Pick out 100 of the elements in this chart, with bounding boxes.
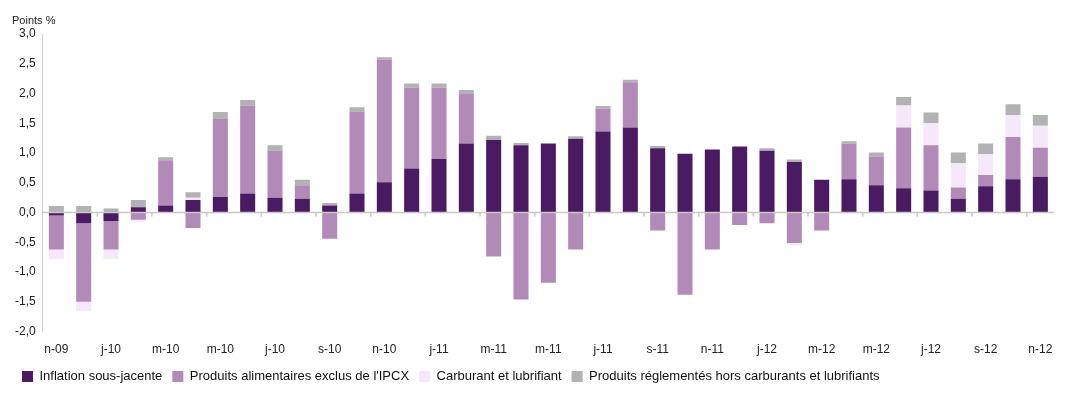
legend-label: Produits alimentaires exclus de l'IPCX bbox=[189, 368, 410, 384]
bar bbox=[950, 163, 966, 188]
bar bbox=[568, 136, 584, 139]
x-tick-label: j-12 bbox=[919, 342, 942, 357]
bar bbox=[677, 153, 693, 213]
bar bbox=[1005, 136, 1021, 180]
legend-label: Carburant et lubrifiant bbox=[436, 368, 562, 384]
bar bbox=[513, 145, 529, 213]
x-tick-label: m-10 bbox=[206, 342, 235, 357]
bar bbox=[185, 212, 201, 229]
bar bbox=[486, 135, 502, 140]
bar bbox=[294, 185, 310, 199]
bar bbox=[540, 143, 556, 213]
x-tick-label: j-12 bbox=[756, 342, 778, 357]
x-tick-label: n-09 bbox=[44, 342, 69, 357]
bar bbox=[1032, 147, 1048, 177]
y-tick-label: 1,5 bbox=[18, 115, 36, 130]
bar bbox=[814, 179, 830, 213]
bar bbox=[950, 198, 966, 213]
bar bbox=[868, 152, 884, 157]
bar bbox=[185, 200, 201, 213]
bar bbox=[294, 198, 310, 213]
bar bbox=[896, 105, 912, 128]
bar bbox=[486, 212, 502, 257]
bar bbox=[896, 97, 912, 106]
bar bbox=[923, 123, 939, 146]
bar bbox=[568, 138, 584, 213]
x-tick-label: j-11 bbox=[592, 342, 613, 357]
bar bbox=[786, 161, 802, 213]
bar bbox=[650, 212, 666, 231]
y-tick-label: 0,5 bbox=[18, 175, 36, 190]
bar bbox=[76, 301, 92, 312]
x-tick-label: s-11 bbox=[646, 342, 670, 357]
bar bbox=[458, 94, 474, 144]
x-tick-label: j-11 bbox=[428, 342, 449, 357]
bar bbox=[896, 188, 912, 213]
bar bbox=[76, 212, 92, 224]
bar bbox=[158, 160, 174, 206]
x-tick-label: s-12 bbox=[974, 342, 998, 357]
bar bbox=[1032, 176, 1048, 213]
bar bbox=[76, 223, 92, 302]
bar bbox=[841, 179, 857, 213]
bar bbox=[868, 185, 884, 213]
bar bbox=[677, 212, 693, 295]
x-tick-label: n-12 bbox=[1028, 342, 1053, 357]
bar bbox=[349, 107, 365, 112]
y-tick-label: 2,5 bbox=[18, 56, 36, 71]
bar bbox=[431, 87, 447, 159]
bar bbox=[540, 212, 556, 283]
bar bbox=[240, 100, 256, 106]
bar bbox=[1032, 125, 1048, 148]
bar bbox=[732, 146, 748, 213]
bar bbox=[978, 143, 994, 155]
bar bbox=[431, 83, 447, 88]
bar bbox=[376, 59, 392, 183]
y-tick-label: -1,0 bbox=[14, 264, 36, 279]
y-tick-label: 2,0 bbox=[18, 85, 36, 100]
bar bbox=[841, 141, 857, 144]
bar bbox=[48, 212, 64, 216]
bar bbox=[786, 212, 802, 243]
bar bbox=[978, 186, 994, 213]
bar bbox=[704, 212, 720, 250]
x-tick-label: m-12 bbox=[808, 342, 836, 357]
bar bbox=[240, 105, 256, 194]
bar bbox=[267, 145, 283, 151]
bar bbox=[103, 249, 119, 259]
bar bbox=[950, 187, 966, 199]
bar bbox=[130, 207, 146, 213]
bar bbox=[978, 175, 994, 187]
bar bbox=[404, 168, 420, 213]
y-tick-label: -1,5 bbox=[14, 294, 36, 309]
y-tick-label: 0,0 bbox=[18, 204, 36, 219]
bar bbox=[814, 212, 830, 231]
bar bbox=[349, 111, 365, 194]
bar bbox=[513, 212, 529, 300]
bar bbox=[622, 127, 638, 213]
bar bbox=[212, 119, 228, 198]
bar bbox=[130, 200, 146, 208]
bar bbox=[978, 154, 994, 176]
bar bbox=[1005, 114, 1021, 137]
bar bbox=[458, 89, 474, 95]
bar bbox=[103, 212, 119, 221]
bar bbox=[923, 190, 939, 213]
x-tick-label: s-10 bbox=[318, 342, 342, 357]
x-tick-label: j-10 bbox=[264, 342, 286, 357]
bar bbox=[103, 208, 119, 213]
bar bbox=[650, 148, 666, 213]
bar bbox=[103, 220, 119, 250]
bar bbox=[158, 205, 174, 213]
bar bbox=[240, 193, 256, 213]
bar bbox=[212, 111, 228, 120]
bar bbox=[76, 206, 92, 213]
x-tick-label: j-10 bbox=[100, 342, 122, 357]
bar bbox=[458, 143, 474, 213]
legend-label: Produits réglementés hors carburants et lubrifiants bbox=[589, 368, 881, 384]
x-tick-label: m-10 bbox=[152, 342, 180, 357]
bar bbox=[48, 215, 64, 250]
bar bbox=[868, 156, 884, 186]
bar bbox=[404, 83, 420, 88]
bar bbox=[759, 148, 775, 151]
